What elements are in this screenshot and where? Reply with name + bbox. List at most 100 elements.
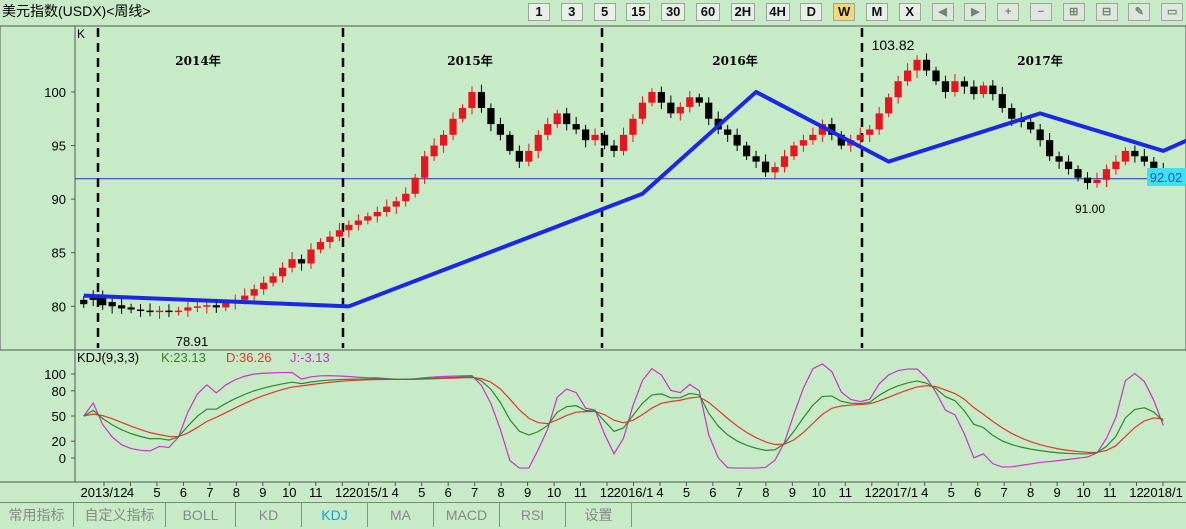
period-button-w[interactable]: W <box>833 3 856 21</box>
tab-2[interactable]: 自定义指标 <box>74 503 166 527</box>
candle-body <box>875 113 883 130</box>
zoom-out-icon[interactable]: − <box>1029 3 1052 21</box>
arrow-left-icon[interactable]: ◀ <box>931 3 954 21</box>
period-button-3[interactable]: 3 <box>560 3 583 21</box>
x-tick-label: 10 <box>282 485 296 500</box>
candle-body <box>99 297 107 306</box>
x-tick-label: 6 <box>180 485 187 500</box>
candle-body <box>1055 156 1063 162</box>
period-button-30[interactable]: 30 <box>661 3 686 21</box>
candle-body <box>818 124 826 135</box>
candle-body <box>335 230 344 237</box>
candle-body <box>203 305 211 307</box>
x-tick-label: 8 <box>498 485 505 500</box>
candle-body <box>468 91 476 109</box>
candle-body <box>648 91 656 103</box>
period-button-1[interactable]: 1 <box>528 3 550 21</box>
tab-5[interactable]: KDJ <box>302 503 368 527</box>
candle-body <box>780 156 789 167</box>
zoom-in-icon[interactable]: + <box>997 3 1020 21</box>
candle-body <box>297 259 306 264</box>
x-tick-label: 2016/1 <box>614 485 654 500</box>
x-tick-label: 9 <box>524 485 531 500</box>
candle-body <box>970 86 978 95</box>
candle-body <box>392 201 400 207</box>
candle-body <box>487 108 495 125</box>
candle-body <box>828 124 836 135</box>
period-button-m[interactable]: M <box>865 3 888 21</box>
indicator-tabs: 常用指标 自定义指标 BOLL KD KDJ MA MACD RSI 设置 <box>0 502 1186 529</box>
y-tick-label: 100 <box>44 85 66 100</box>
candle-body <box>316 242 325 250</box>
candle-body <box>146 310 154 313</box>
tab-6[interactable]: MA <box>368 503 434 527</box>
x-tick-label: 9 <box>259 485 266 500</box>
candle-body <box>743 145 751 157</box>
period-button-d[interactable]: D <box>800 3 823 21</box>
x-tick-label: 7 <box>1001 485 1008 500</box>
candle-body <box>373 211 381 217</box>
y-tick-label: 90 <box>52 192 66 207</box>
candle-body <box>1036 129 1044 141</box>
period-button-2h[interactable]: 2H <box>730 3 755 21</box>
tab-4[interactable]: KD <box>236 503 302 527</box>
period-button-15[interactable]: 15 <box>626 3 651 21</box>
period-button-x[interactable]: X <box>898 3 921 21</box>
candle-body <box>222 303 230 308</box>
tab-9[interactable]: 设置 <box>566 503 632 527</box>
candle-body <box>1131 150 1139 157</box>
period-button-60[interactable]: 60 <box>695 3 720 21</box>
tab-1[interactable]: 常用指标 <box>0 503 74 527</box>
candle-body <box>752 156 760 162</box>
candle-body <box>922 59 931 71</box>
candle-body <box>269 276 277 283</box>
candle-body <box>155 310 164 313</box>
candle-body <box>1008 108 1016 119</box>
x-tick-label: 7 <box>206 485 213 500</box>
candle-body <box>591 134 599 141</box>
x-tick-label: 12 <box>1129 485 1143 500</box>
period-button-4h[interactable]: 4H <box>765 3 790 21</box>
x-tick-label: 7 <box>471 485 478 500</box>
kdj-j-line <box>83 363 1164 469</box>
fit-icon[interactable]: ⊞ <box>1062 3 1085 21</box>
period-button-5[interactable]: 5 <box>593 3 616 21</box>
window-icon[interactable]: ▭ <box>1161 3 1184 21</box>
x-tick-label: 12 <box>865 485 879 500</box>
kdj-tick-label: 50 <box>52 409 66 424</box>
tab-3[interactable]: BOLL <box>166 503 236 527</box>
candle-body <box>118 305 126 309</box>
candle-body <box>364 216 372 221</box>
candle-body <box>809 134 817 141</box>
candle-body <box>1140 156 1148 162</box>
candle-body <box>885 97 893 114</box>
x-tick-label: 2018/1 <box>1143 485 1183 500</box>
candle-body <box>761 161 770 173</box>
candle-body <box>326 236 334 243</box>
period-toolbar: 1 3 5 15 30 60 2H 4H D W M X ◀ ▶ + − ⊞ ⊟ ✎ ▭ <box>528 3 1186 21</box>
x-tick-label: 8 <box>762 485 769 500</box>
candle-body <box>705 102 713 119</box>
candle-body <box>288 259 296 268</box>
candle-body <box>1150 161 1158 170</box>
zoom-reset-icon[interactable]: ⊟ <box>1095 3 1118 21</box>
x-tick-label: 12 <box>600 485 614 500</box>
candle-body <box>544 124 552 135</box>
low-label: 78.91 <box>176 334 209 349</box>
x-tick-label: 11 <box>574 485 588 500</box>
settings-wrench-icon[interactable]: ✎ <box>1128 3 1151 21</box>
candle-body <box>913 59 921 71</box>
x-tick-label: 6 <box>445 485 452 500</box>
candle-body <box>619 134 628 151</box>
tab-7[interactable]: MACD <box>434 503 500 527</box>
arrow-right-icon[interactable]: ▶ <box>964 3 987 21</box>
tab-8[interactable]: RSI <box>500 503 566 527</box>
wave-trend-line <box>83 89 1186 309</box>
year-label: 2015年 <box>447 53 492 68</box>
x-tick-label: 11 <box>309 485 323 500</box>
candle-body <box>193 306 201 308</box>
high-label: 103.82 <box>872 37 915 53</box>
candle-body <box>402 193 410 202</box>
candle-body <box>856 134 864 141</box>
